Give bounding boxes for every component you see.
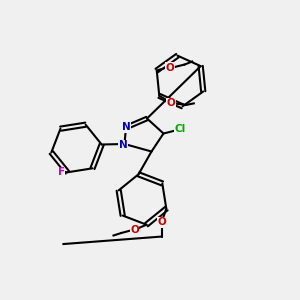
- Text: Cl: Cl: [174, 124, 186, 134]
- Text: O: O: [158, 217, 166, 227]
- Text: N: N: [118, 140, 127, 151]
- Text: F: F: [58, 167, 65, 177]
- Text: O: O: [130, 225, 139, 235]
- Text: N: N: [122, 122, 130, 133]
- Text: O: O: [167, 98, 176, 108]
- Text: O: O: [166, 62, 175, 73]
